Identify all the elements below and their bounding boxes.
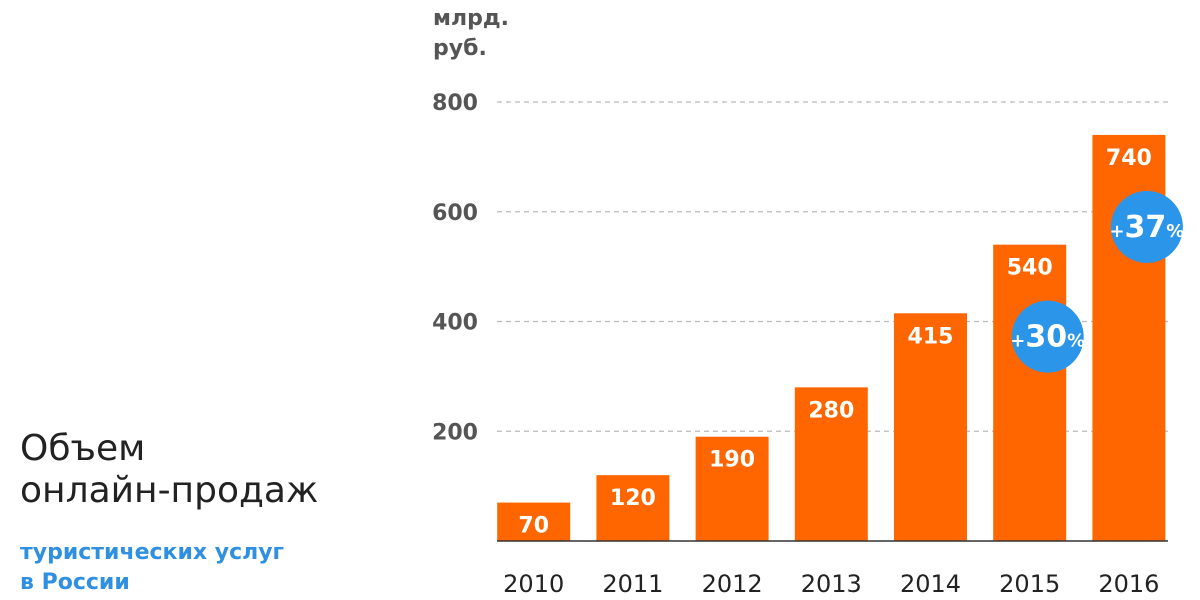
y-tick-label-200: 200: [432, 420, 478, 445]
x-tick-label-2011: 2011: [602, 570, 663, 598]
growth-badge-2015: [1011, 300, 1084, 373]
y-tick-label-400: 400: [432, 311, 478, 336]
bar-2013: [794, 387, 868, 541]
bar-2011: [596, 475, 670, 541]
y-tick-label-800: 800: [432, 91, 478, 116]
growth-badge-unit-2015: %: [1067, 331, 1085, 352]
growth-badge-2016: [1110, 190, 1183, 263]
x-tick-label-2015: 2015: [999, 570, 1060, 598]
x-tick-label-2010: 2010: [503, 570, 564, 598]
growth-badge-value-2015: 30: [1025, 320, 1067, 355]
y-axis-unit-line-1: млрд.: [433, 6, 509, 31]
growth-badge-label-2015: +30%: [1010, 320, 1085, 355]
x-tick-label-2012: 2012: [702, 570, 763, 598]
data-label-2013: 280: [808, 398, 854, 423]
bar-2014: [894, 313, 968, 541]
growth-badge-sign-2016: +: [1109, 221, 1124, 242]
y-axis-unit-label: млрд. руб.: [433, 4, 509, 64]
data-label-2014: 415: [908, 324, 954, 349]
growth-badge-unit-2016: %: [1166, 221, 1184, 242]
data-label-2010: 70: [518, 514, 549, 539]
x-tick-label-2014: 2014: [900, 570, 961, 598]
y-tick-label-600: 600: [432, 201, 478, 226]
chart-title: Объем онлайн-продаж: [20, 428, 318, 512]
growth-badge-sign-2015: +: [1010, 331, 1025, 352]
data-label-2016: 740: [1106, 146, 1152, 171]
x-tick-label-2016: 2016: [1098, 570, 1159, 598]
chart-subtitle: туристических услуг в России: [20, 538, 284, 598]
data-label-2015: 540: [1007, 256, 1053, 281]
bar-2012: [695, 436, 769, 541]
chart-title-line-1: Объем: [20, 428, 146, 469]
data-label-2011: 120: [610, 486, 656, 511]
growth-badge-value-2016: 37: [1125, 210, 1167, 245]
y-axis-unit-line-2: руб.: [433, 36, 487, 61]
chart-subtitle-line-1: туристических услуг: [20, 540, 285, 565]
data-label-2012: 190: [709, 448, 755, 473]
x-tick-label-2013: 2013: [801, 570, 862, 598]
chart-title-line-2: онлайн-продаж: [20, 470, 319, 511]
bar-2010: [497, 502, 571, 541]
bar-2015: [993, 244, 1067, 542]
growth-badge-label-2016: +37%: [1109, 210, 1184, 245]
chart-subtitle-line-2: в России: [20, 570, 130, 595]
